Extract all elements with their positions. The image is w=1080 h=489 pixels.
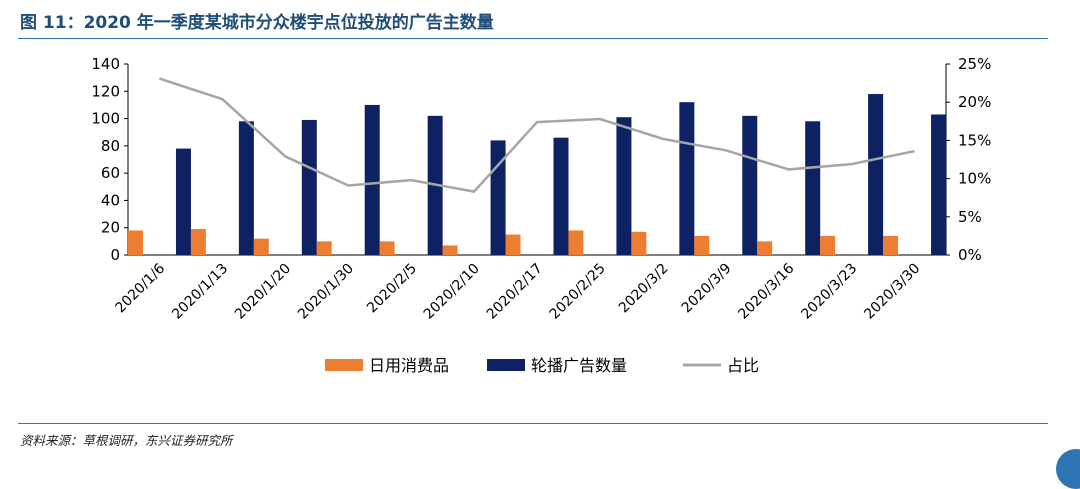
bar-consumer-goods — [254, 239, 269, 255]
bar-rotation-ads — [805, 121, 820, 255]
bar-rotation-ads — [365, 105, 380, 255]
left-axis-tick-label: 40 — [101, 191, 120, 209]
right-axis-tick-label: 15% — [958, 131, 991, 149]
bar-rotation-ads — [302, 120, 317, 255]
bar-consumer-goods — [757, 241, 772, 255]
bar-consumer-goods — [631, 232, 646, 255]
bar-consumer-goods — [820, 236, 835, 255]
left-axis-tick-label: 100 — [91, 110, 120, 128]
bar-rotation-ads — [616, 117, 631, 255]
legend-label: 占比 — [727, 356, 759, 375]
right-axis-tick-label: 0% — [958, 246, 982, 264]
right-axis-tick-label: 25% — [958, 55, 991, 73]
bar-consumer-goods — [883, 236, 898, 255]
bar-consumer-goods — [191, 229, 206, 255]
x-axis-tick-label: 2020/2/10 — [421, 261, 483, 323]
right-axis-tick-label: 5% — [958, 208, 982, 226]
left-axis-tick-label: 60 — [101, 164, 120, 182]
x-axis-tick-label: 2020/1/20 — [232, 261, 294, 323]
legend-label: 轮播广告数量 — [531, 356, 627, 375]
x-axis-tick-label: 2020/1/13 — [169, 261, 231, 323]
title-divider — [18, 38, 1048, 39]
bar-consumer-goods — [317, 241, 332, 255]
legend-swatch-rotation-ads — [487, 359, 525, 371]
right-axis-tick-label: 10% — [958, 170, 991, 188]
right-axis-tick-label: 20% — [958, 93, 991, 111]
page-corner-badge — [1056, 449, 1080, 489]
bar-consumer-goods — [506, 235, 521, 255]
left-axis-tick-label: 20 — [101, 219, 120, 237]
bar-consumer-goods — [568, 230, 583, 255]
bar-consumer-goods — [380, 241, 395, 255]
bar-rotation-ads — [176, 149, 191, 255]
bar-consumer-goods — [128, 230, 143, 255]
legend-swatch-consumer-goods — [325, 359, 363, 371]
bar-consumer-goods — [694, 236, 709, 255]
bar-consumer-goods — [443, 245, 458, 255]
x-axis-tick-label: 2020/2/17 — [484, 261, 546, 323]
left-axis-tick-label: 140 — [91, 55, 120, 73]
bar-rotation-ads — [679, 102, 694, 255]
x-axis-tick-label: 2020/3/2 — [616, 261, 672, 317]
left-axis-tick-label: 120 — [91, 82, 120, 100]
footer-divider — [18, 423, 1048, 424]
bar-rotation-ads — [742, 116, 757, 255]
figure-title: 图 11：2020 年一季度某城市分众楼宇点位投放的广告主数量 — [20, 8, 494, 33]
legend-label: 日用消费品 — [369, 356, 449, 375]
x-axis-tick-label: 2020/1/30 — [295, 261, 357, 323]
left-axis-tick-label: 0 — [110, 246, 120, 264]
x-axis-tick-label: 2020/3/23 — [798, 261, 860, 323]
bar-rotation-ads — [554, 138, 569, 255]
x-axis-tick-label: 2020/3/9 — [679, 261, 735, 317]
left-axis-tick-label: 80 — [101, 137, 120, 155]
x-axis-tick-label: 2020/3/30 — [861, 261, 923, 323]
bar-rotation-ads — [239, 121, 254, 255]
x-axis-tick-label: 2020/1/6 — [113, 260, 169, 316]
bar-rotation-ads — [868, 94, 883, 255]
x-axis-tick-label: 2020/3/16 — [735, 260, 797, 322]
x-axis-tick-label: 2020/2/25 — [547, 261, 609, 323]
x-axis-tick-label: 2020/2/5 — [364, 261, 420, 317]
chart: 0 20 40 60 80 100 120 140 0% 5% 10% 15% 20% 25% 2020/1… — [0, 40, 1080, 420]
line-share-ratio — [159, 79, 914, 192]
bar-rotation-ads — [931, 114, 946, 255]
source-note: 资料来源：草根调研，东兴证券研究所 — [20, 430, 233, 449]
